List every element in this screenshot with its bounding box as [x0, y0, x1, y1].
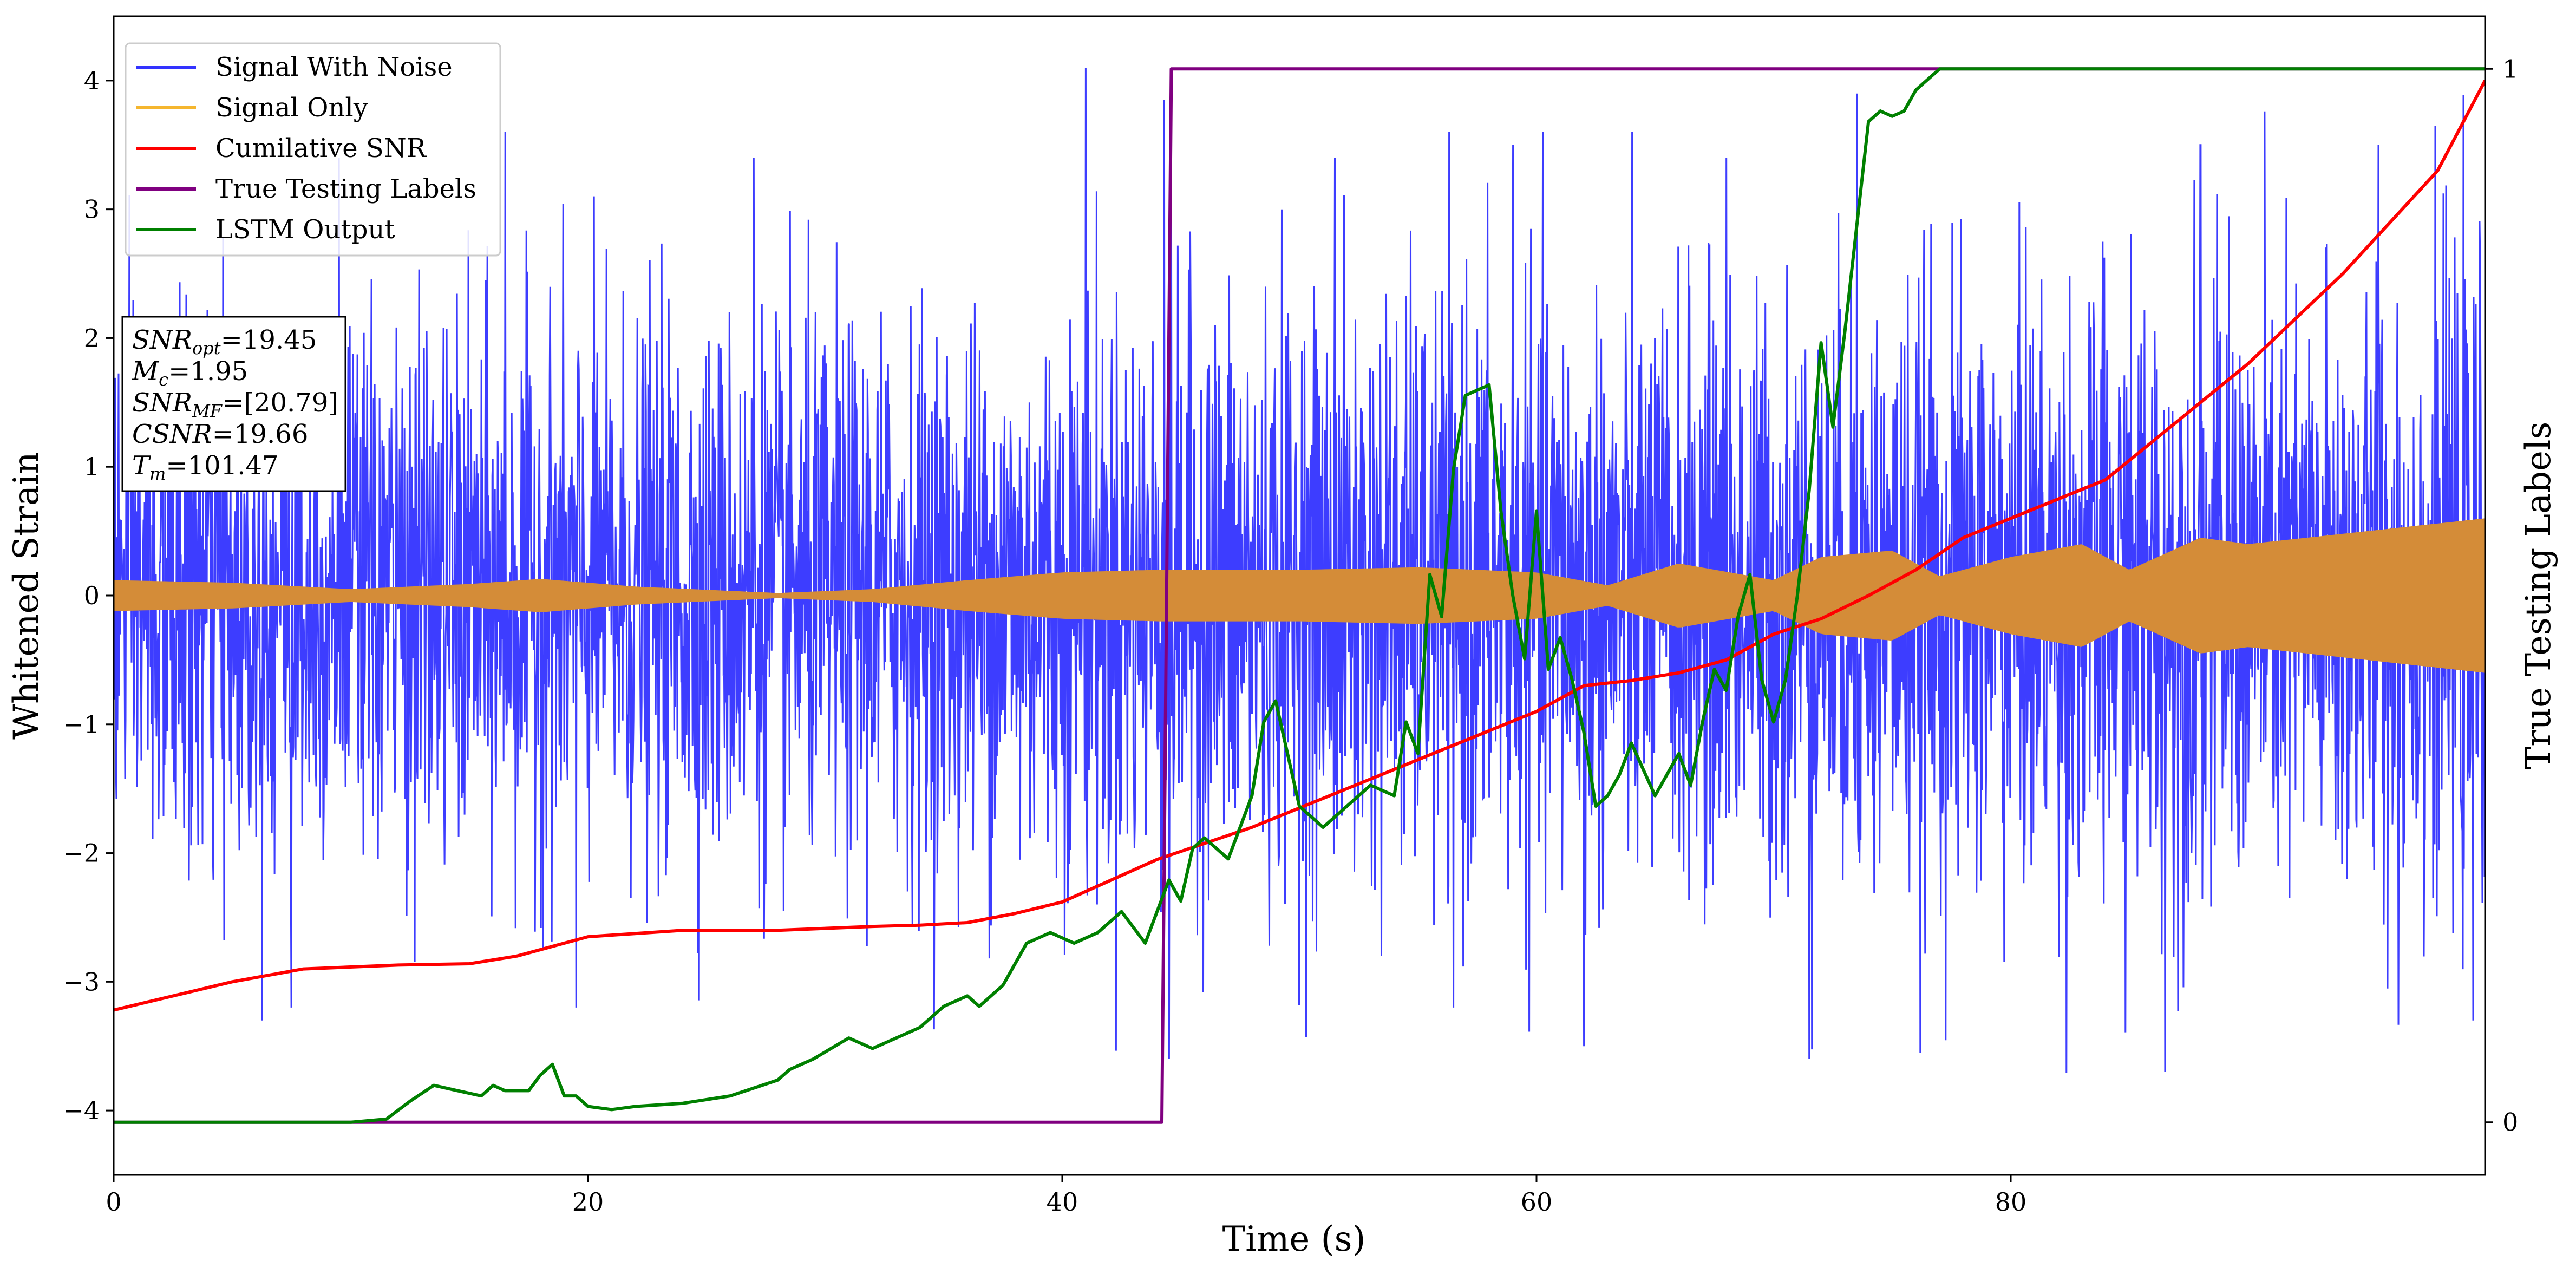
y-tick-label: −1 [63, 710, 100, 739]
legend-items: Signal With Noise Signal Only Cumilative S… [136, 52, 476, 245]
series-lstm-output [114, 67, 2485, 1124]
legend-label: True Testing Labels [215, 174, 476, 204]
x-tick-label: 80 [1995, 1187, 2027, 1217]
legend-frame [125, 42, 501, 257]
series-true-testing-labels [114, 67, 2485, 1124]
series-cumulative-snr [114, 80, 2485, 1012]
series-signal-only [114, 518, 2485, 673]
y-tick-label: −4 [63, 1096, 100, 1125]
legend-label: Signal Only [215, 93, 368, 123]
x-tick-label: 20 [572, 1187, 604, 1217]
legend-label: Signal With Noise [215, 52, 453, 82]
y-tick-label: 4 [84, 66, 100, 95]
y2-axis-label: True Testing Labels [2519, 422, 2559, 770]
y-tick-label: −3 [63, 967, 100, 996]
series-layer [114, 67, 2485, 1124]
y-tick-label: 0 [84, 581, 100, 610]
y-tick-label: 1 [84, 452, 100, 481]
legend: Signal With Noise Signal Only Cumilative S… [125, 42, 501, 257]
info-csnr: CSNR=19.66 [132, 419, 308, 449]
x-tick-label: 40 [1047, 1187, 1078, 1217]
y-tick-label: 3 [84, 195, 100, 224]
y2-tick-label: 0 [2502, 1108, 2518, 1137]
y-tick-label: 2 [84, 323, 100, 352]
y2-tick-label: 1 [2502, 54, 2518, 83]
legend-label: Cumilative SNR [215, 133, 427, 164]
info-snr-opt: SNRopt=19.45 [132, 325, 317, 358]
info-box: SNRopt=19.45 Mc=1.95 SNRMF=[20.79] CSNR=… [121, 316, 346, 492]
y-axis-left: −4 −3 −2 −1 0 1 2 3 4 [63, 66, 114, 1125]
y-tick-label: −2 [63, 839, 100, 868]
series-signal-with-noise [114, 68, 2485, 1073]
info-mc: Mc=1.95 [132, 356, 248, 390]
info-snr-mf: SNRMF=[20.79] [132, 388, 338, 421]
y-axis-label: Whitened Strain [6, 452, 47, 739]
legend-label: LSTM Output [215, 214, 395, 245]
info-tm: Tm=101.47 [132, 450, 279, 484]
x-axis-label: Time (s) [1222, 1219, 1366, 1259]
info-box-frame [121, 316, 346, 492]
x-axis: 0 20 40 60 80 [106, 1175, 2026, 1217]
x-tick-label: 60 [1521, 1187, 1553, 1217]
x-tick-label: 0 [106, 1187, 121, 1217]
y-axis-right: 01 [2485, 54, 2518, 1137]
